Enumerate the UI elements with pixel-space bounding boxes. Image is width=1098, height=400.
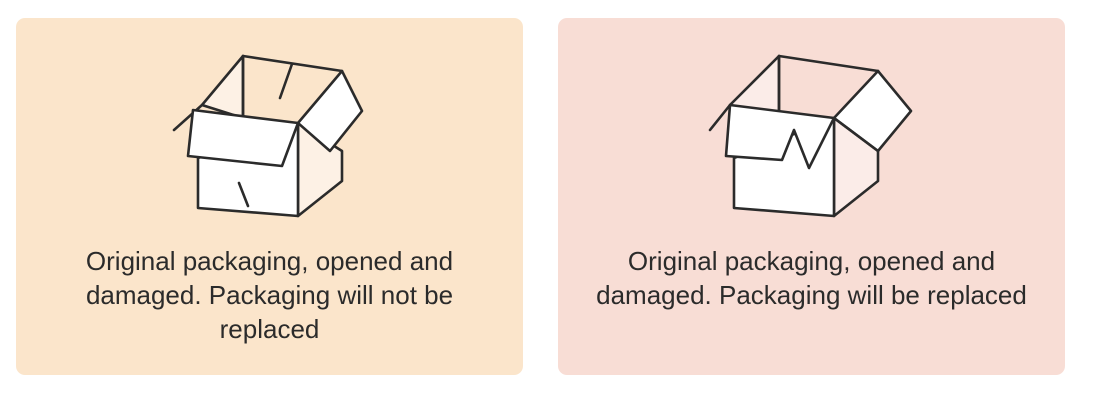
open-damaged-box-icon: [708, 54, 913, 218]
open-damaged-box-icon: [172, 54, 364, 218]
option-label: Original packaging, opened and damaged. …: [85, 246, 454, 344]
option-label: Original packaging, opened and damaged. …: [596, 246, 1027, 310]
option-card-packaging-not-replaced[interactable]: Original packaging, opened and damaged. …: [16, 18, 523, 375]
option-card-packaging-replaced[interactable]: Original packaging, opened and damaged. …: [558, 18, 1065, 375]
